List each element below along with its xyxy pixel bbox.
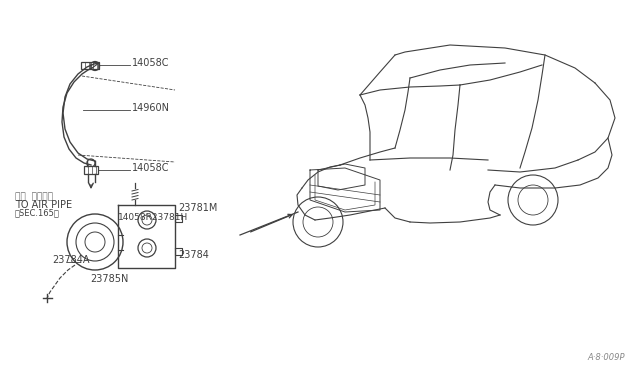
- Text: 14058C: 14058C: [132, 163, 170, 173]
- Text: 14960N: 14960N: [132, 103, 170, 113]
- FancyBboxPatch shape: [84, 166, 98, 174]
- Text: 23785N: 23785N: [90, 274, 129, 284]
- Text: 23781M: 23781M: [178, 203, 218, 213]
- Text: （SEC.165）: （SEC.165）: [15, 208, 60, 217]
- Text: TO AIR PIPE: TO AIR PIPE: [15, 200, 72, 210]
- Text: A·8·009P: A·8·009P: [588, 353, 625, 362]
- FancyBboxPatch shape: [81, 62, 99, 69]
- Text: 23784: 23784: [178, 250, 209, 260]
- Text: エア  パイプへ: エア パイプへ: [15, 192, 53, 201]
- Text: 14058C: 14058C: [132, 58, 170, 68]
- Text: 23784A: 23784A: [52, 255, 90, 265]
- Text: 14058R23781H: 14058R23781H: [118, 213, 188, 222]
